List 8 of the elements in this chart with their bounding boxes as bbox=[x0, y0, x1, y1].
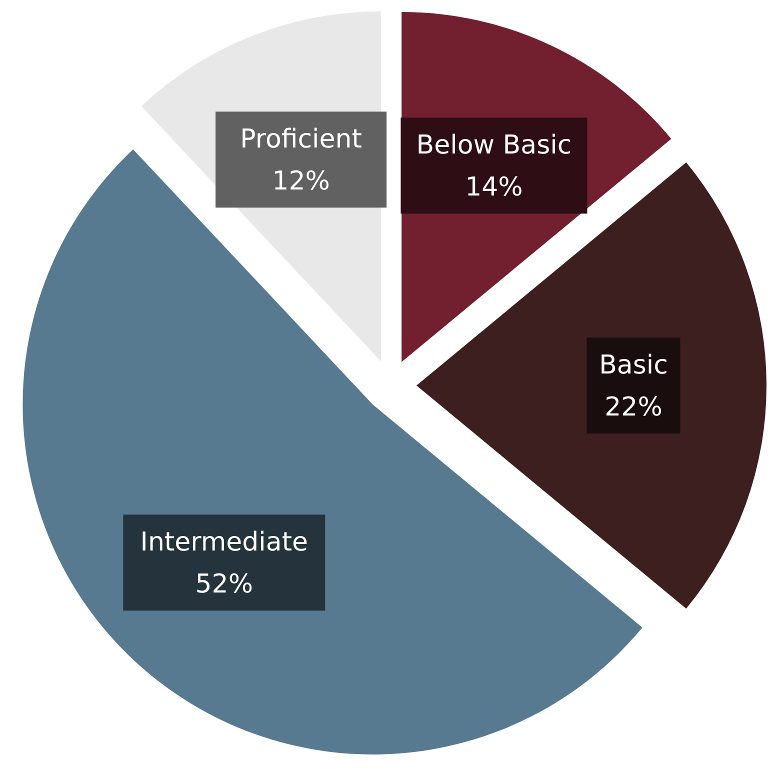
slice-label: Intermediate bbox=[140, 528, 308, 558]
data-label: 22% bbox=[604, 392, 662, 422]
slice-label: Below Basic bbox=[416, 130, 572, 161]
data-label: 12% bbox=[272, 166, 330, 197]
slice-label: Basic bbox=[599, 350, 668, 380]
data-label: 14% bbox=[465, 172, 523, 203]
data-label: 52% bbox=[195, 570, 254, 600]
slice-label: Proficient bbox=[240, 124, 362, 155]
